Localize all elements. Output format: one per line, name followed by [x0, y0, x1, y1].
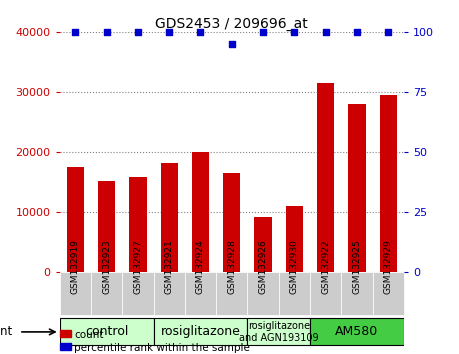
FancyBboxPatch shape: [185, 272, 216, 315]
Text: rosiglitazone
and AGN193109: rosiglitazone and AGN193109: [239, 321, 319, 343]
Bar: [129, 177, 146, 272]
Title: GDS2453 / 209696_at: GDS2453 / 209696_at: [156, 17, 308, 31]
Point: [385, 29, 392, 35]
Text: GSM132930: GSM132930: [290, 239, 299, 294]
FancyBboxPatch shape: [154, 318, 247, 346]
FancyBboxPatch shape: [154, 272, 185, 315]
Bar: [67, 167, 84, 272]
Bar: [348, 104, 365, 272]
Point: [259, 29, 267, 35]
Text: AM580: AM580: [336, 325, 379, 338]
Text: GSM132927: GSM132927: [134, 239, 142, 294]
FancyBboxPatch shape: [247, 272, 279, 315]
Bar: [254, 217, 272, 272]
FancyBboxPatch shape: [373, 272, 404, 315]
FancyBboxPatch shape: [216, 272, 247, 315]
FancyBboxPatch shape: [310, 272, 341, 315]
Bar: [286, 206, 303, 272]
FancyBboxPatch shape: [60, 318, 154, 346]
FancyBboxPatch shape: [279, 272, 310, 315]
Text: GSM132919: GSM132919: [71, 239, 80, 294]
Text: GSM132928: GSM132928: [227, 239, 236, 294]
Point: [197, 29, 204, 35]
Bar: [98, 181, 115, 272]
FancyBboxPatch shape: [247, 318, 310, 346]
Text: GSM132929: GSM132929: [384, 239, 393, 294]
Bar: [380, 95, 397, 272]
Point: [72, 29, 79, 35]
FancyBboxPatch shape: [91, 272, 122, 315]
Text: count: count: [74, 330, 104, 339]
Text: rosiglitazone: rosiglitazone: [161, 325, 241, 338]
Bar: [317, 83, 334, 272]
Bar: [192, 152, 209, 272]
Point: [228, 41, 235, 47]
Text: GSM132921: GSM132921: [165, 239, 174, 294]
Bar: [223, 173, 241, 272]
Text: percentile rank within the sample: percentile rank within the sample: [74, 343, 250, 353]
Text: GSM132924: GSM132924: [196, 239, 205, 294]
Text: GSM132925: GSM132925: [353, 239, 362, 294]
FancyBboxPatch shape: [60, 272, 91, 315]
Point: [103, 29, 110, 35]
Point: [134, 29, 141, 35]
Point: [353, 29, 361, 35]
FancyBboxPatch shape: [341, 272, 373, 315]
Text: agent: agent: [0, 325, 13, 338]
Point: [291, 29, 298, 35]
Text: GSM132922: GSM132922: [321, 239, 330, 294]
Bar: [161, 163, 178, 272]
Point: [166, 29, 173, 35]
FancyBboxPatch shape: [122, 272, 154, 315]
Text: GSM132923: GSM132923: [102, 239, 111, 294]
Text: control: control: [85, 325, 129, 338]
Point: [322, 29, 330, 35]
Text: GSM132926: GSM132926: [258, 239, 268, 294]
FancyBboxPatch shape: [310, 318, 404, 346]
